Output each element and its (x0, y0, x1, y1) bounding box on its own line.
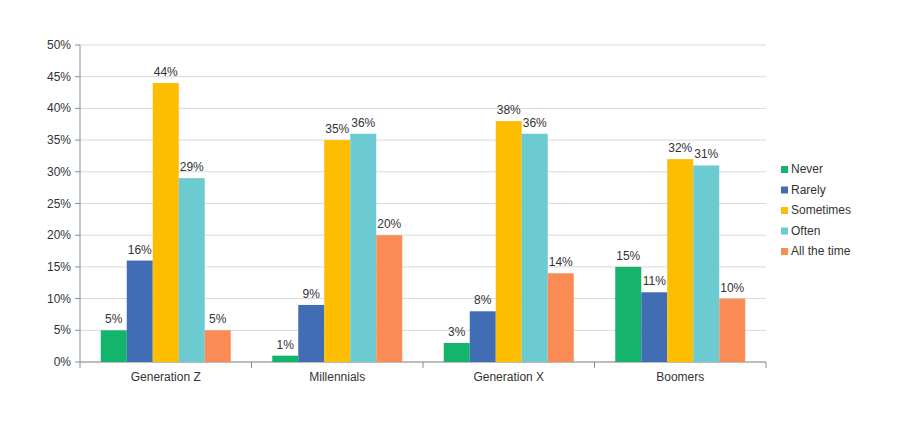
background (0, 0, 900, 424)
data-label: 16% (128, 243, 152, 257)
grid-line (80, 76, 766, 77)
data-label: 8% (474, 293, 492, 307)
legend-label: Rarely (791, 183, 826, 197)
legend-label: Often (791, 224, 820, 238)
bar (298, 305, 324, 362)
y-tick (75, 362, 80, 363)
y-tick (75, 140, 80, 141)
data-label: 9% (303, 287, 321, 301)
y-tick (75, 171, 80, 172)
bar (615, 267, 641, 362)
bar (719, 299, 745, 362)
y-tick-label: 40% (47, 101, 71, 115)
chart-container: 0% 5% 10% 15% 20% 25% 30% 35% 40% 45% 50% Generatio… (0, 0, 900, 424)
legend-swatch (781, 248, 788, 255)
data-label: 10% (720, 281, 744, 295)
data-label: 38% (497, 103, 521, 117)
data-label: 29% (180, 160, 204, 174)
x-tick (251, 362, 252, 368)
x-tick (594, 362, 595, 368)
y-tick-label: 5% (54, 323, 72, 337)
data-label: 32% (668, 141, 692, 155)
bar (693, 165, 719, 362)
y-tick-label: 35% (47, 133, 71, 147)
y-tick (75, 266, 80, 267)
x-tick (423, 362, 424, 368)
data-label: 5% (105, 312, 123, 326)
legend-swatch (781, 187, 788, 194)
y-tick (75, 108, 80, 109)
data-label: 31% (694, 147, 718, 161)
bar (444, 343, 470, 362)
y-tick-label: 20% (47, 228, 71, 242)
legend-label: All the time (791, 244, 851, 258)
legend-swatch (781, 228, 788, 235)
data-label: 36% (351, 116, 375, 130)
y-tick (75, 203, 80, 204)
bar (350, 134, 376, 362)
y-tick (75, 235, 80, 236)
bar (641, 292, 667, 362)
chart-svg: 0% 5% 10% 15% 20% 25% 30% 35% 40% 45% 50% Generatio… (0, 0, 900, 424)
legend-label: Sometimes (791, 203, 851, 217)
bar (548, 273, 574, 362)
data-label: 5% (209, 312, 227, 326)
y-tick-label: 0% (54, 355, 72, 369)
bar (667, 159, 693, 362)
bar (470, 311, 496, 362)
y-axis (80, 45, 81, 362)
data-label: 20% (377, 217, 401, 231)
y-tick (75, 45, 80, 46)
bar (101, 330, 127, 362)
bar (376, 235, 402, 362)
data-label: 11% (643, 274, 666, 288)
bar (153, 83, 179, 362)
y-tick-label: 10% (47, 292, 71, 306)
y-tick (75, 330, 80, 331)
y-tick-label: 30% (47, 165, 71, 179)
data-label: 35% (325, 122, 349, 136)
bars (101, 83, 746, 362)
legend-swatch (781, 166, 788, 173)
grid-line (80, 45, 766, 46)
x-tick (766, 362, 767, 368)
grid (75, 45, 766, 362)
data-label: 44% (154, 65, 178, 79)
bar (522, 134, 548, 362)
legend-swatch (781, 207, 788, 214)
legend: Never Rarely Sometimes Often All the time (781, 162, 851, 258)
data-label: 3% (448, 325, 466, 339)
bar (179, 178, 205, 362)
y-tick-label: 50% (47, 38, 71, 52)
bar (272, 356, 298, 362)
y-tick (75, 76, 80, 77)
x-tick-label: Generation Z (131, 370, 201, 384)
grid-line (80, 108, 766, 109)
y-tick-label: 15% (47, 260, 71, 274)
grid-line (80, 140, 766, 141)
bar (496, 121, 522, 362)
x-tick (80, 362, 81, 368)
y-tick-label: 25% (47, 197, 71, 211)
data-label: 14% (549, 255, 573, 269)
data-label: 15% (616, 249, 640, 263)
data-label: 36% (523, 116, 547, 130)
x-tick-label: Generation X (473, 370, 544, 384)
y-tick (75, 298, 80, 299)
bar (127, 261, 153, 362)
data-label: 1% (277, 338, 295, 352)
bar (205, 330, 231, 362)
x-tick-label: Millennials (309, 370, 365, 384)
legend-label: Never (791, 162, 823, 176)
bar (324, 140, 350, 362)
x-tick-label: Boomers (656, 370, 704, 384)
y-tick-label: 45% (47, 70, 71, 84)
